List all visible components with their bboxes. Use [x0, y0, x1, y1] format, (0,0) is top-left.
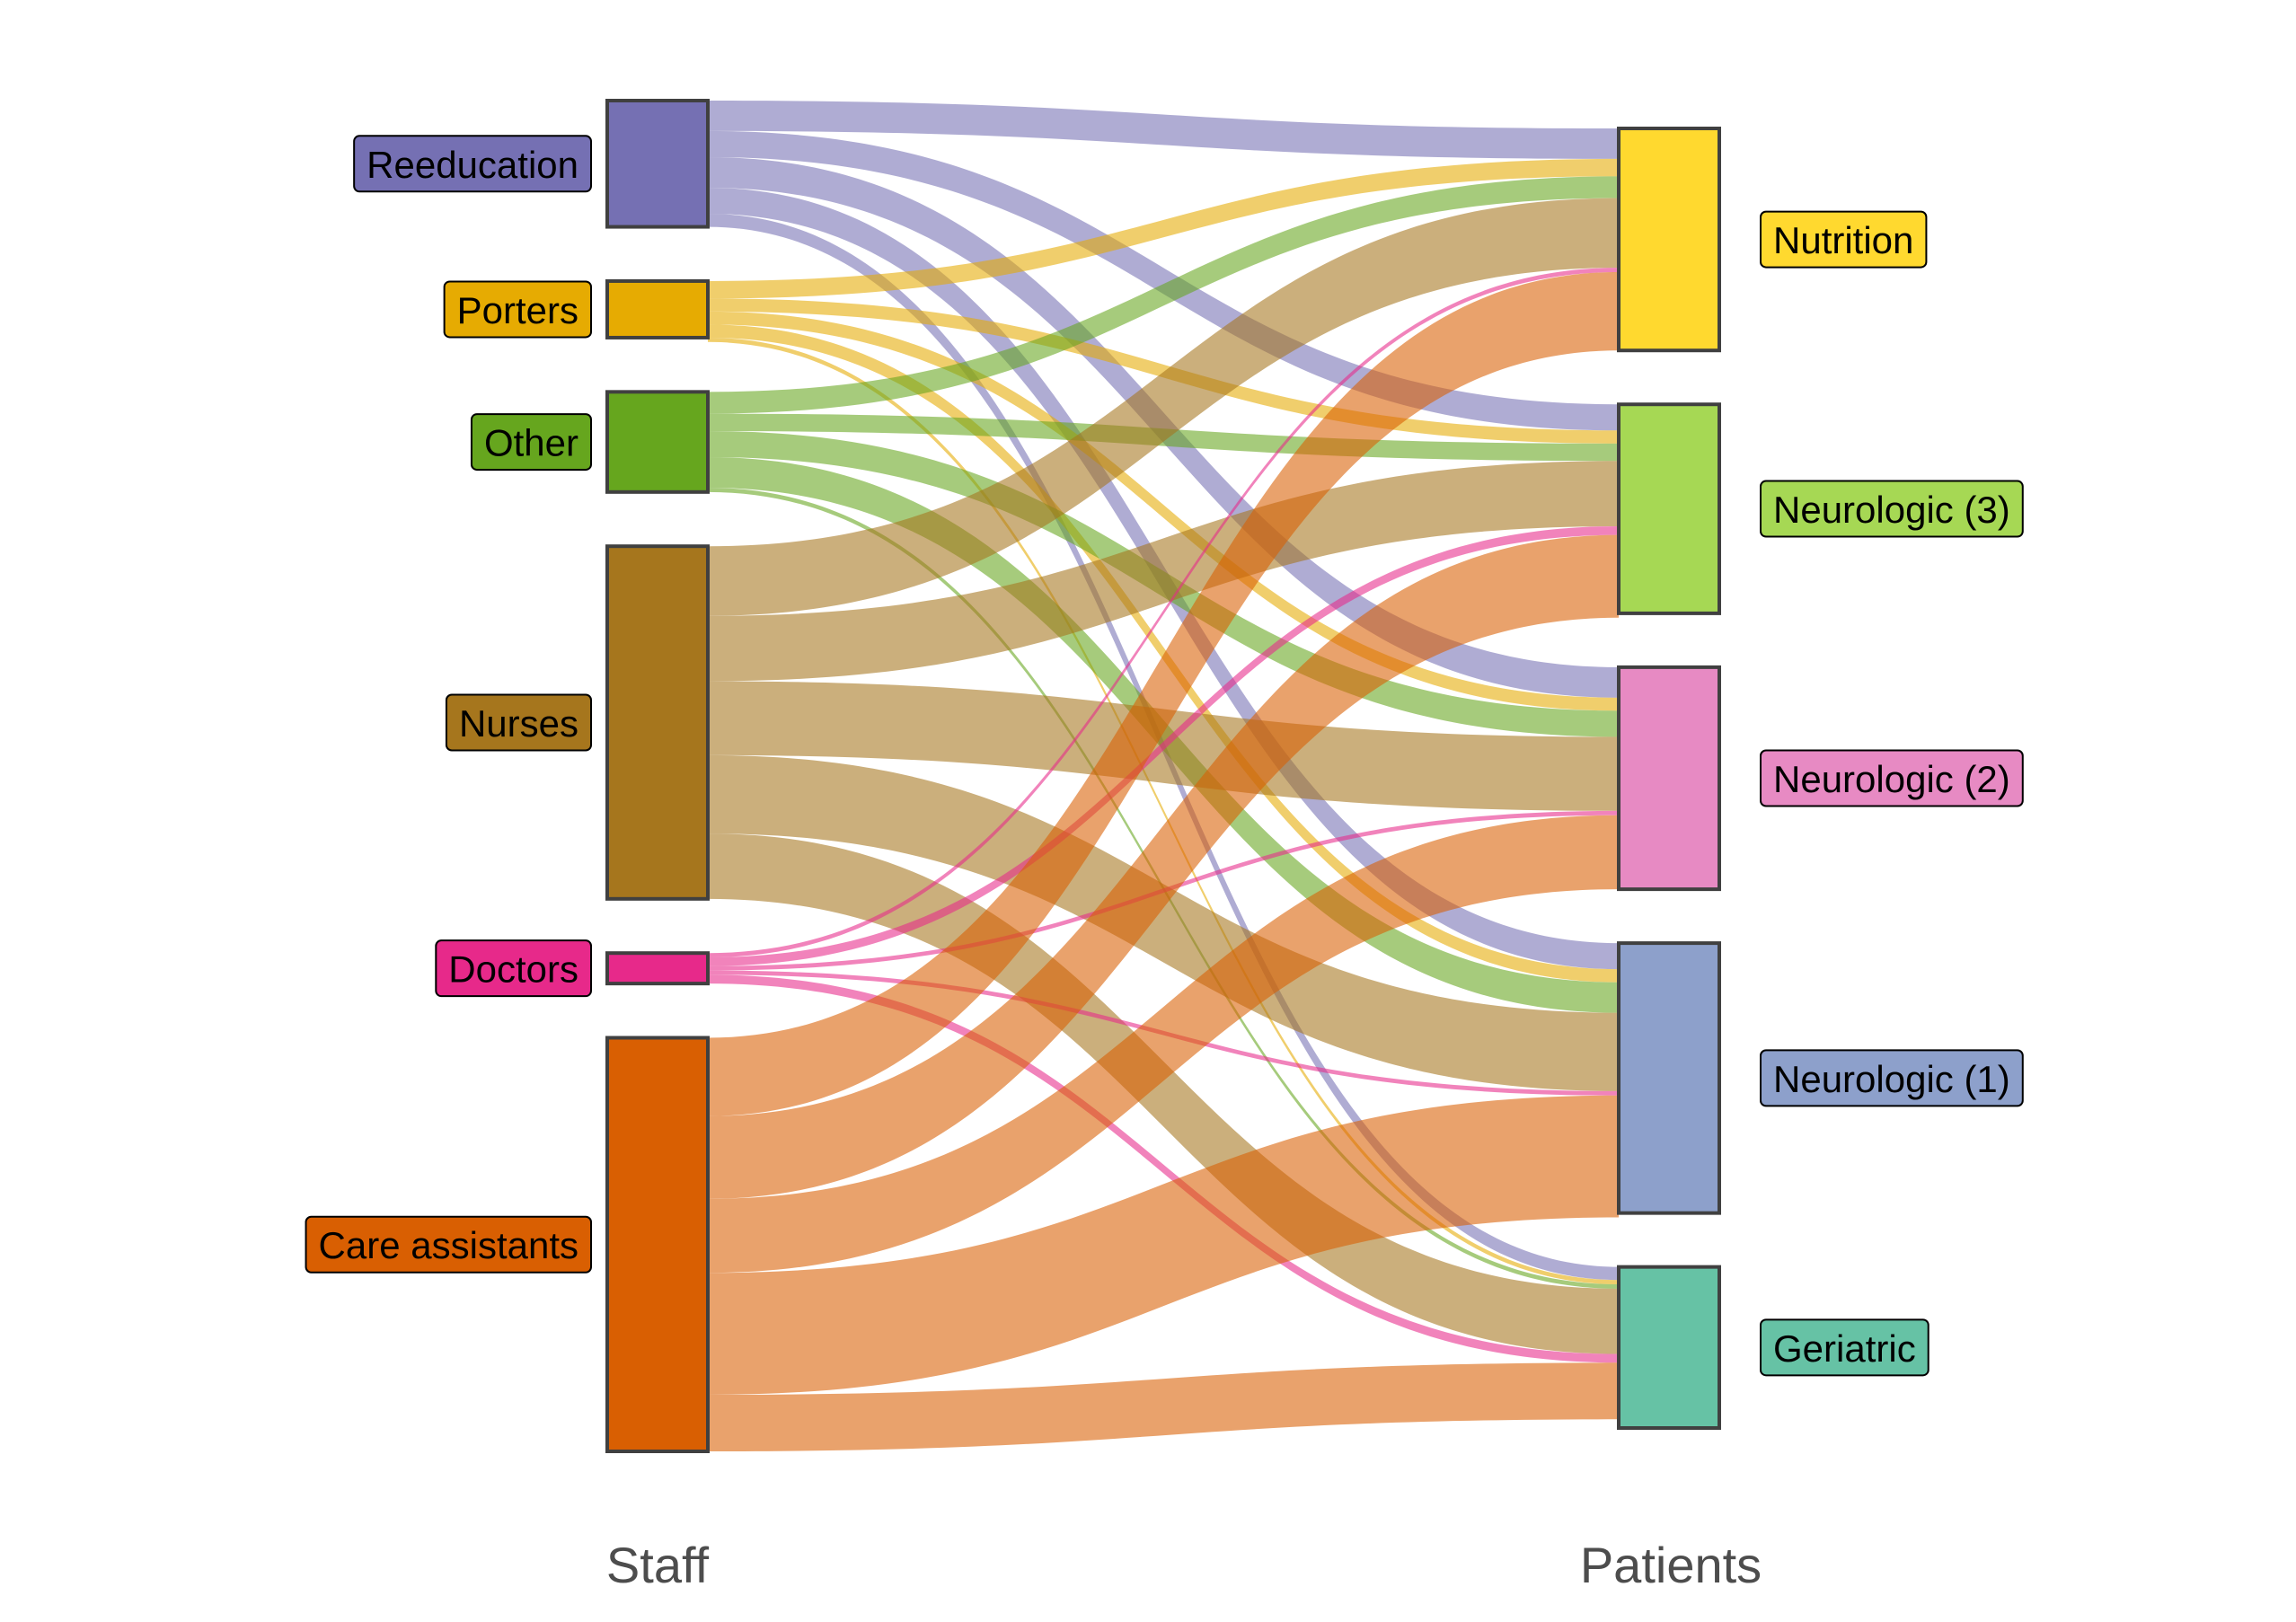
node-label-text-neuro1: Neurologic (1) [1773, 1058, 2010, 1100]
flow-reeducation-to-neuro3 [708, 130, 1619, 431]
node-label-text-reeducation: Reeducation [366, 144, 578, 186]
node-label-text-care: Care assistants [319, 1224, 578, 1266]
node-label-care: Care assistants [305, 1215, 592, 1274]
node-neuro3 [1617, 402, 1721, 615]
node-care [605, 1036, 710, 1454]
flow-porters-to-nutrition [708, 158, 1619, 299]
nodes-layer [605, 99, 1721, 1454]
flow-reeducation-to-nutrition [708, 101, 1619, 159]
axis-label-staff: Staff [606, 1537, 710, 1593]
axis-label-patients: Patients [1580, 1537, 1762, 1593]
node-other [605, 390, 710, 494]
node-label-neuro2: Neurologic (2) [1760, 749, 2024, 807]
node-label-neuro3: Neurologic (3) [1760, 480, 2024, 538]
flow-other-to-nutrition [708, 176, 1619, 414]
node-label-box-other [470, 413, 592, 472]
node-label-text-other: Other [484, 422, 578, 464]
node-label-text-doctors: Doctors [448, 948, 578, 991]
flow-nurses-to-neuro3 [708, 461, 1619, 682]
flow-doctors-to-nutrition [708, 268, 1619, 958]
flow-porters-to-geriatric [708, 337, 1619, 1285]
node-labels-layer: Reeducation Porters Other Nurses Doctors Care… [305, 135, 2024, 1377]
node-doctors [605, 951, 710, 986]
node-geriatric [1617, 1265, 1721, 1431]
flow-nurses-to-nutrition [708, 198, 1619, 616]
node-label-neuro1: Neurologic (1) [1760, 1049, 2024, 1107]
node-label-box-neuro3 [1760, 480, 2024, 538]
node-label-text-neuro2: Neurologic (2) [1773, 758, 2010, 800]
node-label-text-nurses: Nurses [459, 702, 578, 745]
node-reeducation [605, 99, 710, 229]
node-label-box-doctors [435, 939, 592, 998]
flow-nurses-to-geriatric [708, 833, 1619, 1354]
flow-nurses-to-neuro1 [708, 754, 1619, 1091]
node-label-doctors: Doctors [435, 939, 592, 998]
node-label-text-geriatric: Geriatric [1773, 1327, 1916, 1370]
flow-care-to-neuro3 [708, 534, 1619, 1199]
flow-care-to-neuro2 [708, 815, 1619, 1274]
node-neuro2 [1617, 665, 1721, 892]
node-label-box-porters [443, 280, 592, 339]
node-label-box-geriatric [1760, 1318, 1930, 1377]
flow-porters-to-neuro3 [708, 298, 1619, 444]
node-label-box-neuro1 [1760, 1049, 2024, 1107]
flow-care-to-nutrition [708, 271, 1619, 1116]
node-label-box-neuro2 [1760, 749, 2024, 807]
node-label-box-reeducation [353, 135, 592, 193]
node-label-nurses: Nurses [445, 693, 592, 752]
flows-layer [708, 101, 1619, 1451]
flow-care-to-geriatric [708, 1362, 1619, 1451]
node-label-text-porters: Porters [457, 289, 578, 331]
node-label-porters: Porters [443, 280, 592, 339]
node-label-text-neuro3: Neurologic (3) [1773, 489, 2010, 531]
node-nurses [605, 544, 710, 901]
flow-doctors-to-geriatric [708, 974, 1619, 1363]
flow-doctors-to-neuro3 [708, 525, 1619, 966]
node-neuro1 [1617, 941, 1721, 1215]
node-label-nutrition: Nutrition [1760, 210, 1928, 269]
node-nutrition [1617, 127, 1721, 353]
flow-porters-to-neuro2 [708, 311, 1619, 711]
node-label-reeducation: Reeducation [353, 135, 592, 193]
node-label-box-nurses [445, 693, 592, 752]
node-label-box-care [305, 1215, 592, 1274]
node-label-geriatric: Geriatric [1760, 1318, 1930, 1377]
node-label-other: Other [470, 413, 592, 472]
node-porters [605, 278, 710, 339]
node-label-box-nutrition [1760, 210, 1928, 269]
node-label-text-nutrition: Nutrition [1773, 219, 1913, 261]
flow-porters-to-neuro1 [708, 324, 1619, 983]
flow-care-to-neuro1 [708, 1095, 1619, 1395]
